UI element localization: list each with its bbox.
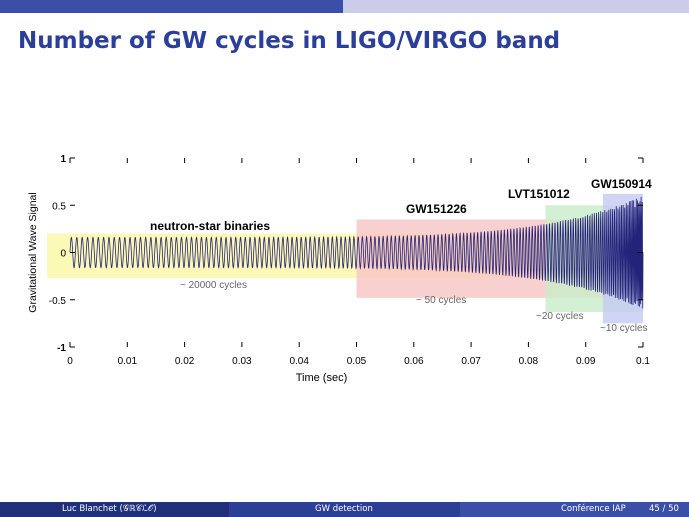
- footer-talk: GW detection: [315, 504, 373, 514]
- label-gw151226: GW151226: [406, 202, 467, 216]
- top-bar-right: [343, 0, 689, 13]
- slide-title: Number of GW cycles in LIGO/VIRGO band: [18, 28, 561, 54]
- top-bar-left: [0, 0, 343, 13]
- footer-talk-section: GW detection: [229, 502, 460, 517]
- x-tick-label: 0.05: [347, 356, 367, 367]
- y-tick-label: -0.5: [49, 296, 67, 307]
- footer-venue: Conférence IAP: [561, 504, 626, 514]
- y-tick-label: 0: [60, 249, 66, 260]
- x-axis-label: Time (sec): [296, 372, 348, 384]
- top-bar: [0, 0, 689, 13]
- footer-venue-section: Conférence IAP 45 / 50: [460, 502, 689, 517]
- cycles-lvt151012: ~20 cycles: [536, 311, 584, 322]
- x-tick-label: 0.07: [461, 356, 481, 367]
- x-tick-label: 0.06: [404, 356, 424, 367]
- footer-page: 45 / 50: [649, 504, 679, 514]
- cycles-gw151226: ~ 50 cycles: [416, 295, 466, 306]
- y-tick-label: 0.5: [52, 201, 66, 212]
- x-tick-label: 0.03: [232, 356, 252, 367]
- label-lvt151012: LVT151012: [508, 187, 570, 201]
- y-axis-label: Gravitational Wave Signal: [27, 192, 39, 312]
- footer-bar: Luc Blanchet (𝒢ℝ𝒞ℒ𝒪) GW detection Confér…: [0, 502, 689, 517]
- x-tick-label: 0.09: [576, 356, 596, 367]
- footer-author-section: Luc Blanchet (𝒢ℝ𝒞ℒ𝒪): [0, 502, 229, 517]
- x-tick-label: 0.02: [175, 356, 195, 367]
- x-tick-label: 0.04: [289, 356, 309, 367]
- waveform-line: [69, 196, 644, 309]
- x-tick-label: 0.08: [519, 356, 539, 367]
- x-tick-label: 0.1: [636, 356, 650, 367]
- cycles-neutron-star: ~ 20000 cycles: [180, 280, 247, 291]
- x-tick-label: 0.01: [118, 356, 138, 367]
- y-tick-label: 1: [60, 154, 66, 165]
- footer-author: Luc Blanchet (𝒢ℝ𝒞ℒ𝒪): [62, 504, 157, 514]
- label-gw150914: GW150914: [591, 177, 652, 191]
- label-neutron-star: neutron-star binaries: [150, 219, 270, 233]
- x-tick-label: 0: [67, 356, 73, 367]
- cycles-gw150914: ~10 cycles: [600, 323, 648, 334]
- y-tick-label: -1: [57, 343, 66, 354]
